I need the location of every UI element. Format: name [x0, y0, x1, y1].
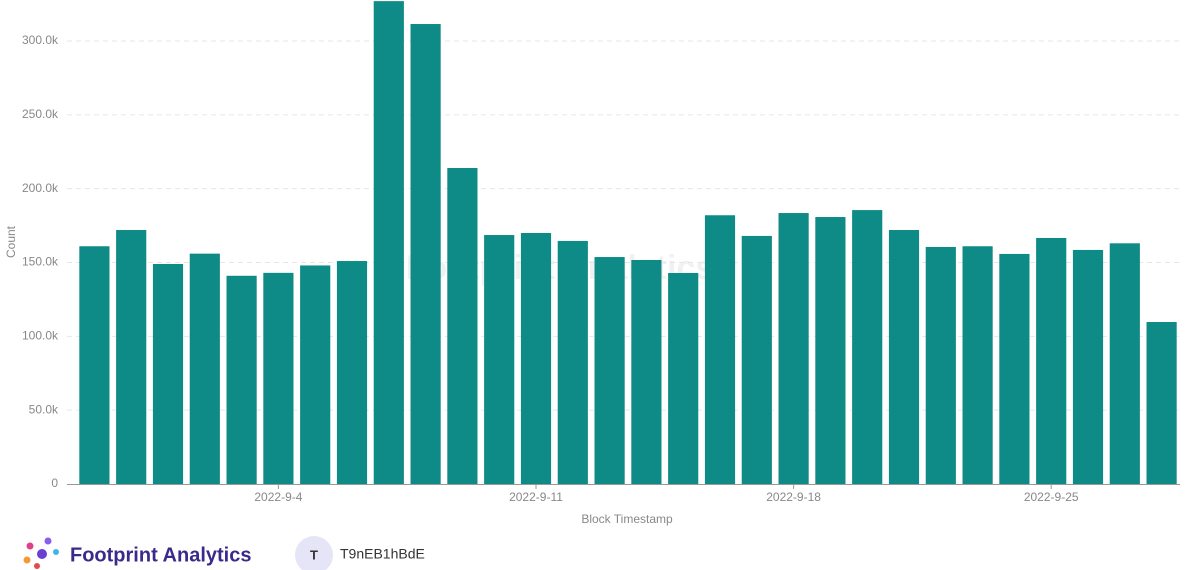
bar: [557, 240, 588, 484]
avatar-initial: T: [310, 547, 318, 562]
x-tick-label: 2022-9-4: [254, 490, 302, 504]
x-tick-label: 2022-9-11: [509, 490, 563, 504]
brand: Footprint Analytics: [70, 544, 251, 566]
bar: [999, 253, 1030, 484]
bar: [741, 235, 772, 484]
bar: [815, 217, 846, 484]
bar: [484, 235, 515, 484]
y-tick-label: 250.0k: [22, 107, 59, 121]
bar: [888, 230, 920, 484]
bar: [704, 215, 736, 484]
x-tick-label: 2022-9-25: [1024, 490, 1079, 504]
username[interactable]: T9nEB1hBdE: [340, 546, 425, 562]
bar: [373, 1, 404, 484]
y-tick-label: 100.0k: [22, 329, 59, 343]
bar: [852, 210, 883, 484]
bar: [1036, 237, 1067, 484]
bar: [1109, 243, 1140, 484]
bar: [116, 230, 147, 484]
y-tick-label: 150.0k: [22, 255, 59, 269]
bar: [336, 261, 368, 484]
x-tick-label: 2022-9-18: [766, 490, 821, 504]
bar: [925, 246, 956, 484]
bar: [189, 253, 220, 484]
bar: [300, 265, 331, 484]
bar: [962, 246, 993, 484]
bar: [1072, 249, 1104, 484]
bar: [631, 259, 662, 484]
bar: [263, 272, 294, 484]
bar: [668, 272, 699, 484]
avatar-circle: [295, 536, 333, 570]
bar: [520, 232, 552, 484]
bar: [1146, 322, 1177, 484]
y-tick-label: 200.0k: [22, 181, 59, 195]
bar: [226, 275, 257, 484]
logo: [23, 537, 59, 569]
y-tick-label: 50.0k: [29, 402, 59, 416]
bar: [410, 24, 441, 484]
x-axis-label: Block Timestamp: [581, 512, 673, 526]
bar: [594, 257, 625, 484]
bar: [79, 246, 110, 484]
bar: [447, 167, 478, 484]
bar: [778, 213, 809, 484]
y-axis-label: Count: [4, 225, 18, 258]
y-tick-label: 300.0k: [22, 33, 59, 47]
bar: [152, 263, 184, 484]
y-tick-label: 0: [51, 476, 58, 490]
